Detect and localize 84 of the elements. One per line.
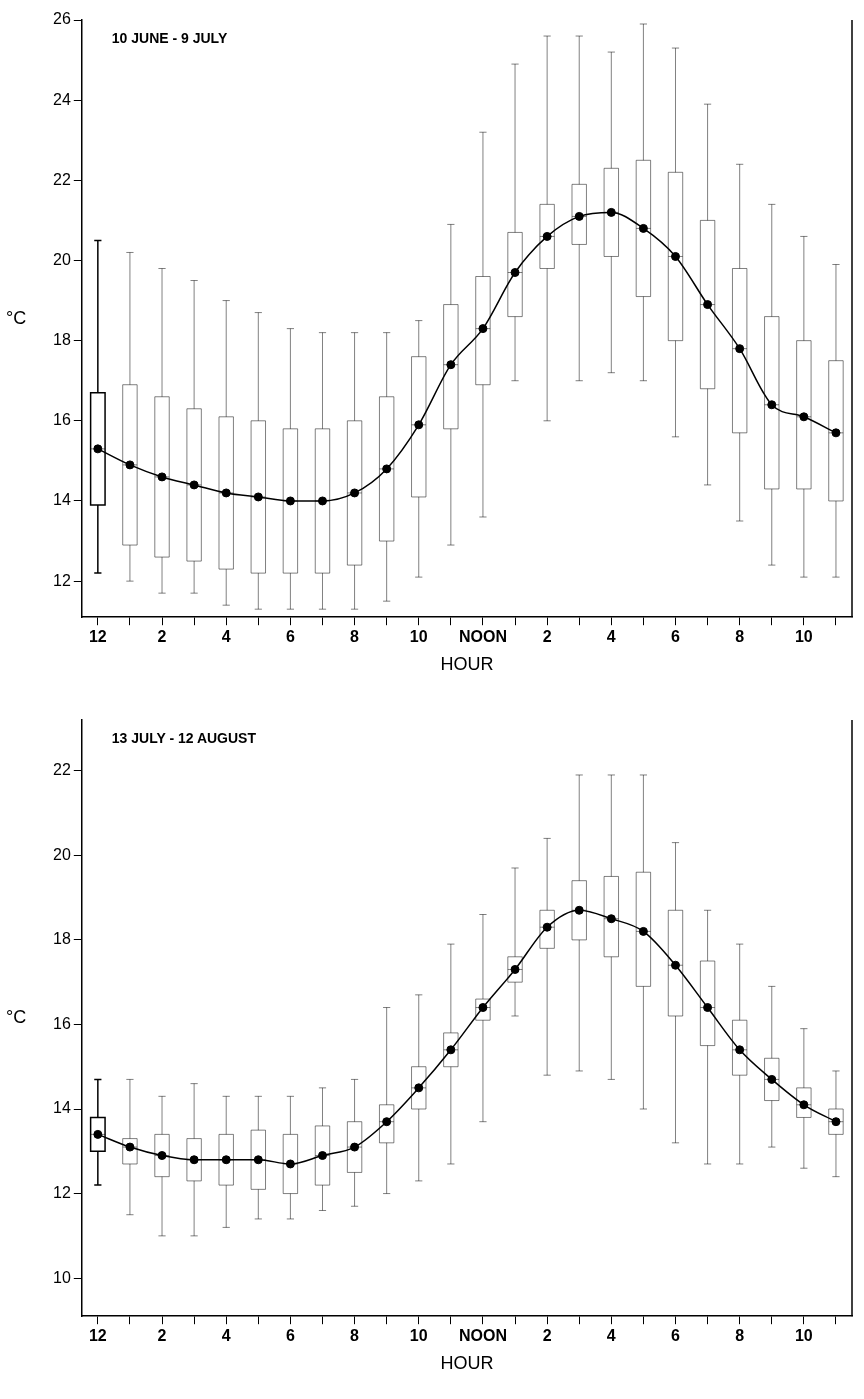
point — [831, 428, 841, 438]
x-tick-label: NOON — [458, 628, 507, 646]
point — [221, 1155, 231, 1165]
point — [189, 480, 199, 490]
y-tick-label: 20 — [53, 250, 71, 268]
point — [93, 444, 103, 454]
y-tick-label: 22 — [53, 761, 71, 779]
x-tick-label: 2 — [542, 628, 552, 646]
x-tick-label: 10 — [409, 628, 428, 646]
y-tick-label: 20 — [53, 845, 71, 863]
point — [638, 926, 648, 936]
point — [317, 496, 327, 506]
x-tick-label: 12 — [88, 628, 107, 646]
y-tick-label: 16 — [53, 1014, 71, 1032]
x-tick-label: 10 — [794, 628, 813, 646]
x-tick-label: 4 — [221, 1327, 231, 1345]
x-tick-label: 2 — [542, 1327, 552, 1345]
point — [317, 1151, 327, 1161]
point — [671, 960, 680, 970]
x-tick-label: 8 — [350, 628, 360, 646]
point — [285, 496, 295, 506]
y-tick-label: 12 — [53, 571, 71, 589]
x-tick-label: 8 — [735, 1327, 745, 1345]
x-tick-label: 4 — [606, 628, 616, 646]
point — [703, 300, 713, 310]
point — [510, 268, 520, 278]
point — [767, 1074, 777, 1084]
point — [189, 1155, 199, 1165]
x-tick-label: 10 — [409, 1327, 428, 1345]
x-tick-label: 12 — [88, 1327, 107, 1345]
point — [446, 360, 456, 370]
x-tick-label: NOON — [458, 1327, 507, 1345]
point — [414, 1083, 424, 1093]
x-tick-label: 6 — [285, 1327, 295, 1345]
point — [414, 420, 424, 430]
point — [799, 412, 809, 422]
point — [703, 1003, 713, 1013]
y-tick-label: 14 — [53, 491, 71, 509]
point — [606, 207, 616, 217]
point — [671, 251, 680, 261]
point — [382, 464, 392, 474]
text: 13 JULY - 12 AUGUST — [111, 729, 257, 746]
point — [253, 1155, 263, 1165]
point — [735, 1045, 745, 1055]
point — [157, 1151, 167, 1161]
x-tick-label: 4 — [606, 1327, 616, 1345]
x-tick-label: 6 — [671, 1327, 681, 1345]
x-tick-label: 8 — [350, 1327, 360, 1345]
x-tick-label: 6 — [671, 628, 681, 646]
y-tick-label: 24 — [53, 90, 71, 108]
y-tick-label: 26 — [53, 10, 71, 28]
x-tick-label: 10 — [794, 1327, 813, 1345]
y-tick-label: 14 — [53, 1099, 71, 1117]
y-axis-title: °C — [6, 307, 27, 328]
x-tick-label: 2 — [157, 628, 167, 646]
x-axis-title: HOUR — [440, 654, 494, 675]
y-tick-label: 12 — [53, 1183, 71, 1201]
point — [285, 1159, 295, 1169]
point — [125, 460, 135, 470]
x-axis-title: HOUR — [440, 1353, 494, 1374]
y-tick-label: 22 — [53, 170, 71, 188]
x-tick-label: 8 — [735, 628, 745, 646]
point — [574, 905, 584, 915]
point — [221, 488, 231, 498]
point — [767, 400, 777, 410]
point — [606, 914, 616, 924]
y-axis-title: °C — [6, 1007, 27, 1028]
point — [253, 492, 263, 502]
x-tick-label: 2 — [157, 1327, 167, 1345]
y-tick-label: 18 — [53, 331, 71, 349]
point — [735, 344, 745, 354]
point — [574, 211, 584, 221]
y-tick-label: 18 — [53, 930, 71, 948]
x-tick-label: 4 — [221, 628, 231, 646]
point — [350, 1142, 360, 1152]
point — [350, 488, 360, 498]
x-tick-label: 6 — [285, 628, 295, 646]
y-tick-label: 10 — [53, 1268, 71, 1286]
point — [542, 231, 552, 241]
text: 10 JUNE - 9 JULY — [111, 29, 228, 46]
point — [478, 324, 488, 334]
point — [638, 223, 648, 233]
y-tick-label: 16 — [53, 411, 71, 429]
point — [157, 472, 167, 482]
